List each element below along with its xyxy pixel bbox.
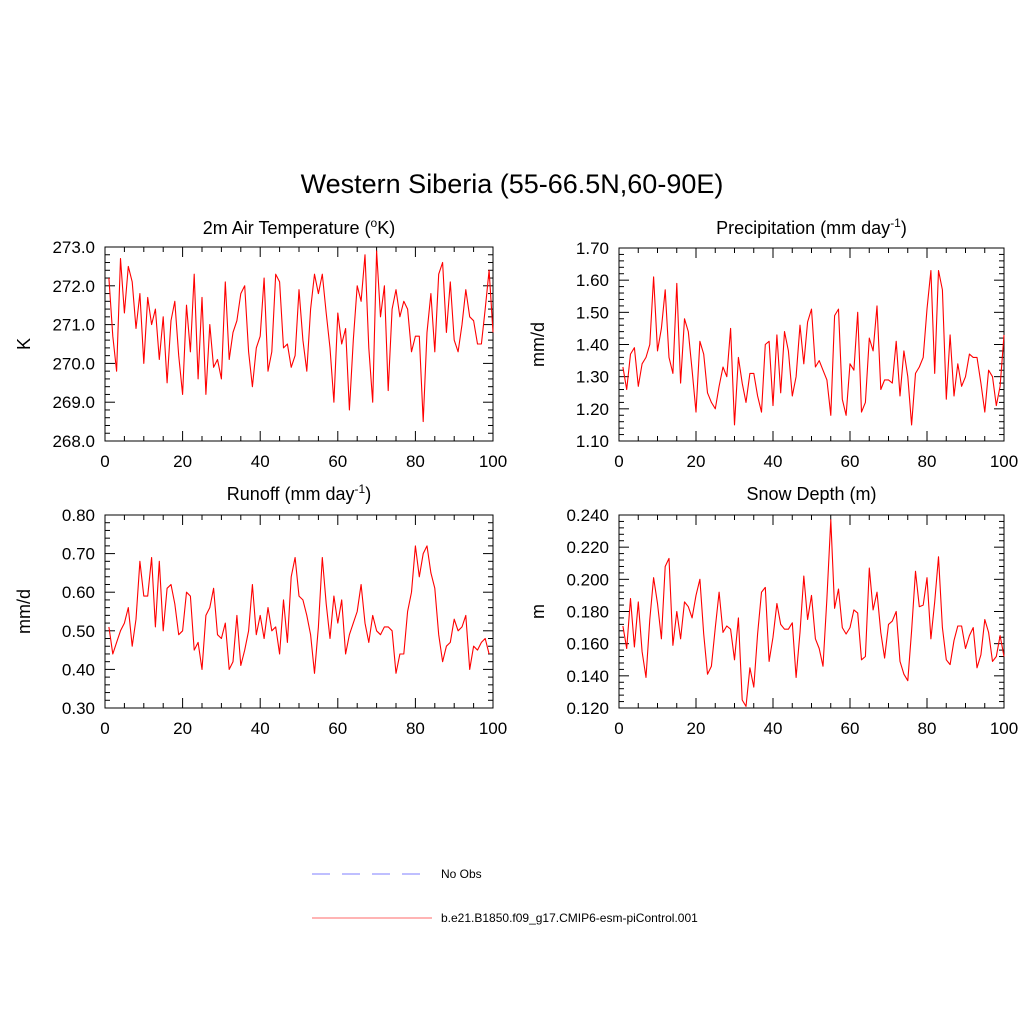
y-tick-label: 1.40: [576, 336, 609, 355]
y-tick-label: 0.140: [566, 667, 609, 686]
y-tick-label: 0.50: [62, 622, 95, 641]
legend-model-label: b.e21.B1850.f09_g17.CMIP6-esm-piControl.…: [441, 911, 698, 925]
x-tick-label: 100: [479, 719, 507, 738]
series-line-precip: [622, 269, 1005, 426]
x-tick-label: 20: [173, 452, 192, 471]
x-tick-label: 20: [687, 452, 706, 471]
x-tick-label: 60: [841, 452, 860, 471]
legend: No Obs b.e21.B1850.f09_g17.CMIP6-esm-piC…: [312, 867, 698, 925]
x-tick-label: 0: [100, 452, 109, 471]
y-tick-label: 0.200: [566, 570, 609, 589]
x-tick-label: 80: [406, 719, 425, 738]
y-tick-label: 1.50: [576, 303, 609, 322]
main-title: Western Siberia (55-66.5N,60-90E): [301, 169, 724, 199]
x-tick-label: 80: [406, 452, 425, 471]
x-tick-label: 100: [479, 452, 507, 471]
series-line-tair: [108, 250, 494, 423]
y-tick-label: 1.30: [576, 368, 609, 387]
panel-title-runoff: Runoff (mm day-1): [227, 482, 371, 504]
x-tick-label: 100: [990, 452, 1018, 471]
y-tick-label: 0.160: [566, 635, 609, 654]
x-tick-label: 40: [764, 719, 783, 738]
y-tick-label: 268.0: [52, 432, 95, 451]
x-tick-label: 0: [614, 719, 623, 738]
y-tick-label: 1.70: [576, 239, 609, 258]
x-tick-label: 60: [328, 719, 347, 738]
x-tick-label: 60: [328, 452, 347, 471]
panel-title-precip: Precipitation (mm day-1): [716, 216, 907, 238]
y-tick-label: 0.40: [62, 660, 95, 679]
y-tick-label: 1.20: [576, 400, 609, 419]
y-tick-label: 1.60: [576, 271, 609, 290]
y-tick-label: 0.80: [62, 506, 95, 525]
y-tick-label: 0.60: [62, 583, 95, 602]
panel-snow: Snow Depth (m) m 0 20 40 60 80 100 0.120 0.140 0.1…: [528, 484, 1018, 738]
y-tick-label: 0.120: [566, 699, 609, 718]
plot-frame-runoff: [104, 514, 494, 709]
y-tick-label: 0.240: [566, 506, 609, 525]
panel-title-tair: 2m Air Temperature (oK): [203, 216, 395, 238]
y-axis-label-snow: m: [528, 604, 548, 619]
y-tick-label: 269.0: [52, 393, 95, 412]
x-tick-label: 0: [614, 452, 623, 471]
panel-title-snow: Snow Depth (m): [746, 484, 876, 504]
x-tick-label: 80: [918, 452, 937, 471]
series-line-snow: [622, 519, 1005, 707]
y-axis-label-tair: K: [14, 338, 34, 350]
y-tick-label: 271.0: [52, 316, 95, 335]
x-tick-label: 100: [990, 719, 1018, 738]
y-tick-label: 0.220: [566, 538, 609, 557]
panel-precip: Precipitation (mm day-1) mm/d 0 20 40 60 80 100…: [528, 216, 1018, 471]
panel-tair: 2m Air Temperature (oK) K 0 20 40 60 80 100 268.…: [14, 216, 507, 471]
x-tick-label: 40: [764, 452, 783, 471]
x-tick-label: 20: [687, 719, 706, 738]
x-tick-label: 20: [173, 719, 192, 738]
series-line-runoff: [108, 545, 490, 674]
legend-obs-label: No Obs: [441, 867, 482, 881]
y-tick-label: 0.70: [62, 545, 95, 564]
plot-frame-precip: [618, 247, 1005, 442]
y-axis-label-runoff: mm/d: [14, 589, 34, 634]
y-tick-label: 272.0: [52, 277, 95, 296]
y-tick-label: 273.0: [52, 238, 95, 257]
y-tick-label: 0.180: [566, 603, 609, 622]
y-tick-label: 270.0: [52, 354, 95, 373]
y-tick-label: 0.30: [62, 699, 95, 718]
y-tick-label: 1.10: [576, 432, 609, 451]
x-tick-label: 0: [100, 719, 109, 738]
x-tick-label: 60: [841, 719, 860, 738]
panel-runoff: Runoff (mm day-1) mm/d 0 20 40 60 80 100 0.30 0.4…: [14, 482, 507, 738]
x-tick-label: 80: [918, 719, 937, 738]
y-axis-label-precip: mm/d: [528, 322, 548, 367]
x-tick-label: 40: [251, 452, 270, 471]
x-tick-label: 40: [251, 719, 270, 738]
